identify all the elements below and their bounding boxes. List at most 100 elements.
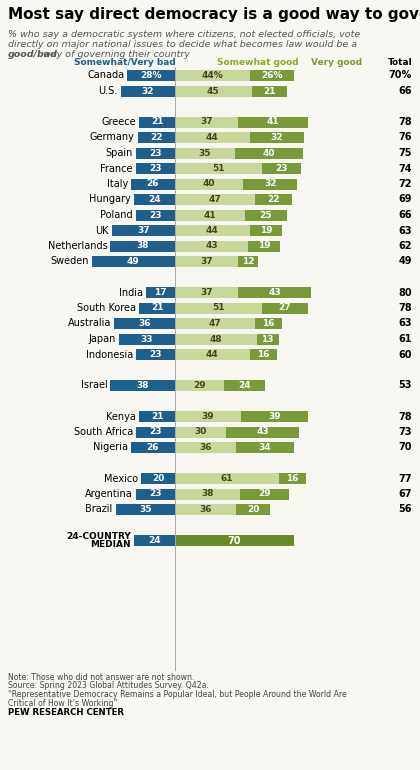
Text: 26: 26 [147,443,159,452]
Bar [224,380,265,391]
Bar [131,442,175,453]
Text: 24: 24 [148,536,161,545]
Text: Australia: Australia [68,319,111,329]
Bar [175,303,262,313]
Text: 41: 41 [204,210,216,219]
Bar [234,148,302,159]
Text: 43: 43 [256,427,269,437]
Text: 53: 53 [399,380,412,390]
Text: 61: 61 [399,334,412,344]
Text: Poland: Poland [100,210,133,220]
Text: “Representative Democracy Remains a Popular Ideal, but People Around the World A: “Representative Democracy Remains a Popu… [8,690,347,699]
Bar [134,535,175,546]
Text: 23: 23 [149,350,162,359]
Text: Nigeria: Nigeria [93,443,128,453]
Text: 44: 44 [206,350,219,359]
Text: 25: 25 [260,210,272,219]
Text: 40: 40 [203,179,215,189]
Bar [175,240,248,252]
Bar [175,148,234,159]
Bar [114,318,175,329]
Text: 66: 66 [399,86,412,96]
Text: 56: 56 [399,504,412,514]
Bar [136,427,175,437]
Bar [139,303,175,313]
Bar [175,333,257,344]
Text: 24: 24 [239,381,251,390]
Text: 75: 75 [399,148,412,158]
Text: 26: 26 [147,179,159,189]
Bar [175,488,239,500]
Bar [238,256,258,267]
Text: Somewhat/Very bad: Somewhat/Very bad [74,58,176,67]
Bar [92,256,175,267]
Bar [146,287,175,298]
Text: UK: UK [96,226,109,236]
Text: 80: 80 [399,287,412,297]
Bar [175,411,241,422]
Bar [250,225,282,236]
Text: 70: 70 [228,535,241,545]
Text: 60: 60 [399,350,412,360]
Text: 39: 39 [268,412,281,421]
Text: 21: 21 [263,86,276,95]
Bar [175,427,226,437]
Bar [175,349,250,360]
Bar [138,132,175,143]
Text: Indonesia: Indonesia [86,350,133,360]
Text: 77: 77 [399,474,412,484]
Bar [279,473,306,484]
Text: 41: 41 [266,118,279,126]
Text: 26%: 26% [261,71,283,80]
Text: 34: 34 [259,443,271,452]
Text: 72: 72 [399,179,412,189]
Text: 74: 74 [399,163,412,173]
Text: 73: 73 [399,427,412,437]
Text: Netherlands: Netherlands [47,241,108,251]
Text: 20: 20 [152,474,164,483]
Text: Very good: Very good [312,58,362,67]
Text: 12: 12 [242,257,255,266]
Bar [262,303,307,313]
Text: Greece: Greece [102,117,136,127]
Text: 23: 23 [149,427,162,437]
Text: 37: 37 [137,226,150,235]
Text: 78: 78 [399,117,412,127]
Text: 40: 40 [262,149,275,158]
Text: 44: 44 [206,133,219,142]
Bar [139,116,175,128]
Bar [136,349,175,360]
Text: 22: 22 [268,195,280,204]
Text: Hungary: Hungary [89,195,131,205]
Bar [255,194,292,205]
Bar [110,240,175,252]
Text: Kenya: Kenya [106,411,136,421]
Bar [112,225,175,236]
Text: 16: 16 [257,350,270,359]
Bar [119,333,175,344]
Bar [175,380,224,391]
Text: Critical of How It’s Working”: Critical of How It’s Working” [8,698,118,708]
Bar [139,411,175,422]
Text: 21: 21 [151,412,163,421]
Text: Sweden: Sweden [50,256,89,266]
Text: 24-COUNTRY: 24-COUNTRY [66,532,131,541]
Text: Brazil: Brazil [85,504,113,514]
Text: 61: 61 [220,474,233,483]
Text: Most say direct democracy is a good way to govern: Most say direct democracy is a good way … [8,7,420,22]
Bar [236,442,294,453]
Text: 44%: 44% [202,71,223,80]
Text: 23: 23 [275,164,288,173]
Text: 51: 51 [212,164,225,173]
Text: 23: 23 [149,210,162,219]
Text: 78: 78 [399,303,412,313]
Text: 70: 70 [399,443,412,453]
Text: 36: 36 [200,505,212,514]
Text: directly on major national issues to decide what becomes law would be a: directly on major national issues to dec… [8,40,357,49]
Text: Total: Total [388,58,412,67]
Text: 49: 49 [399,256,412,266]
Text: 47: 47 [209,319,221,328]
Text: 70%: 70% [389,71,412,81]
Text: 36: 36 [138,319,151,328]
Bar [175,116,238,128]
